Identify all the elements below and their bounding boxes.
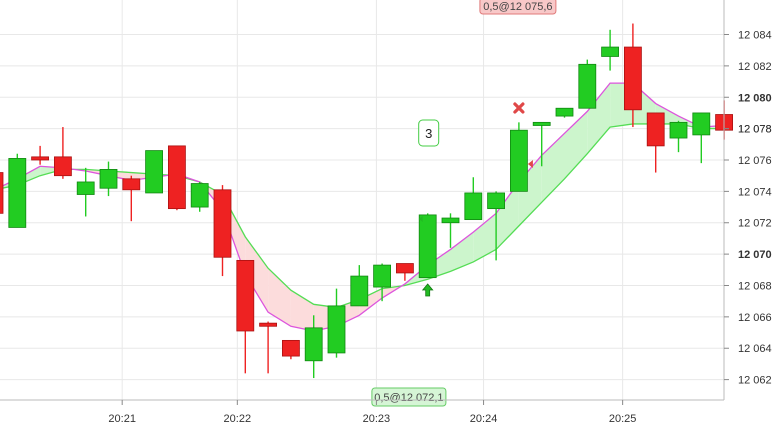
- candle-body: [54, 156, 72, 177]
- candle-body: [213, 189, 232, 258]
- candle-body: [395, 263, 414, 274]
- bottom-order-label-box: [371, 387, 447, 407]
- candle-body: [190, 183, 209, 208]
- ma-band-segment: [473, 213, 497, 262]
- candle-body: [601, 46, 619, 57]
- y-tick-label: 12 082: [738, 61, 772, 73]
- y-tick-label: 12 074: [738, 186, 772, 198]
- candle-body: [304, 327, 323, 362]
- y-tick-label: 12 072: [738, 218, 772, 230]
- candle-body: [464, 192, 483, 221]
- candle-body: [76, 181, 95, 195]
- candle-body: [350, 275, 369, 307]
- x-tick-label: 20:21: [108, 413, 136, 425]
- candle-body: [236, 259, 255, 332]
- last-price-label: 12 078: [738, 124, 772, 136]
- ma-band-segment: [359, 288, 383, 316]
- bottom-order-label: 0,5@12 072,1: [374, 392, 443, 404]
- candle-body: [145, 150, 164, 194]
- candle-body: [646, 112, 665, 147]
- candle-body: [327, 305, 346, 354]
- y-tick-label: 12 076: [738, 155, 772, 167]
- candle-body: [532, 121, 551, 126]
- y-tick-label: 12 068: [738, 280, 772, 292]
- candle-body: [509, 129, 528, 192]
- top-order-label: 0,5@12 075,6: [483, 1, 552, 13]
- candle-body: [373, 264, 392, 288]
- x-tick-label: 20:25: [609, 413, 637, 425]
- candle-body: [281, 339, 300, 357]
- candle-body: [418, 214, 437, 279]
- candle-body: [441, 217, 460, 224]
- candle-body: [31, 156, 50, 161]
- y-tick-label: 12 066: [738, 312, 772, 324]
- counter-badge: [418, 119, 440, 147]
- x-tick-label: 20:23: [363, 413, 391, 425]
- ma-band-segment: [496, 181, 519, 250]
- candle-body: [0, 172, 4, 214]
- candle-body: [167, 145, 186, 210]
- ma-band-segment: [268, 268, 291, 327]
- ma-band-segment: [587, 83, 611, 154]
- candle-body: [8, 158, 27, 228]
- candle-body: [624, 46, 642, 111]
- exit-x-icon: [513, 102, 525, 114]
- candle-body: [99, 169, 118, 189]
- exit-tick-icon: [527, 160, 533, 168]
- x-tick-label: 20:22: [224, 413, 252, 425]
- top-order-label-box: [479, 0, 557, 15]
- x-tick-label: 20:24: [470, 413, 498, 425]
- candle-body: [669, 121, 688, 139]
- ma-band-segment: [290, 290, 314, 331]
- buy-arrow-icon: [421, 283, 434, 297]
- candle-body: [555, 107, 574, 117]
- y-tick-label: 12 070: [738, 249, 772, 261]
- candle-body: [487, 192, 506, 210]
- candle-body: [578, 63, 597, 109]
- ma-band-segment: [245, 236, 269, 313]
- y-tick-label: 12 062: [738, 375, 772, 387]
- ma-band-segment: [450, 232, 474, 272]
- counter-value: 3: [425, 126, 432, 141]
- y-tick-label: 12 084: [738, 30, 772, 42]
- y-tick-label: 12 078: [738, 124, 772, 136]
- candle-body: [692, 112, 711, 136]
- entry-tick-icon: [418, 216, 423, 222]
- y-tick-label: 12 064: [738, 343, 772, 355]
- y-tick-label: 12 080: [738, 92, 772, 104]
- candle-body: [122, 178, 141, 191]
- candle-body: [259, 322, 278, 327]
